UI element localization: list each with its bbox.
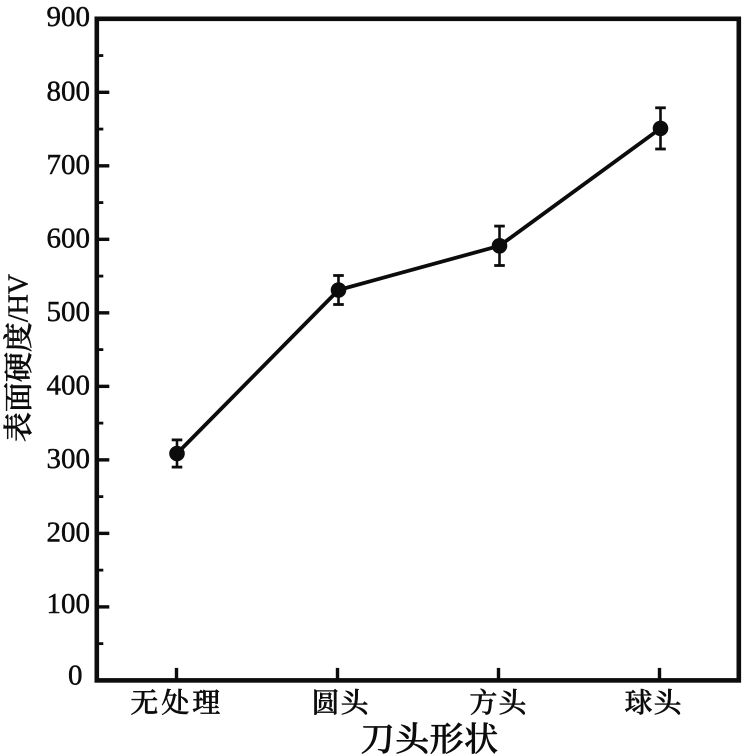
svg-text:300: 300 bbox=[47, 443, 91, 475]
svg-text:400: 400 bbox=[47, 369, 91, 401]
svg-text:100: 100 bbox=[47, 588, 91, 620]
svg-text:500: 500 bbox=[47, 296, 91, 328]
svg-text:700: 700 bbox=[47, 149, 91, 181]
svg-text:0: 0 bbox=[68, 659, 83, 691]
svg-text:/HV: /HV bbox=[4, 274, 35, 322]
svg-text:900: 900 bbox=[47, 1, 91, 33]
svg-text:600: 600 bbox=[47, 222, 91, 254]
svg-text:800: 800 bbox=[47, 75, 91, 107]
svg-text:200: 200 bbox=[47, 516, 91, 548]
